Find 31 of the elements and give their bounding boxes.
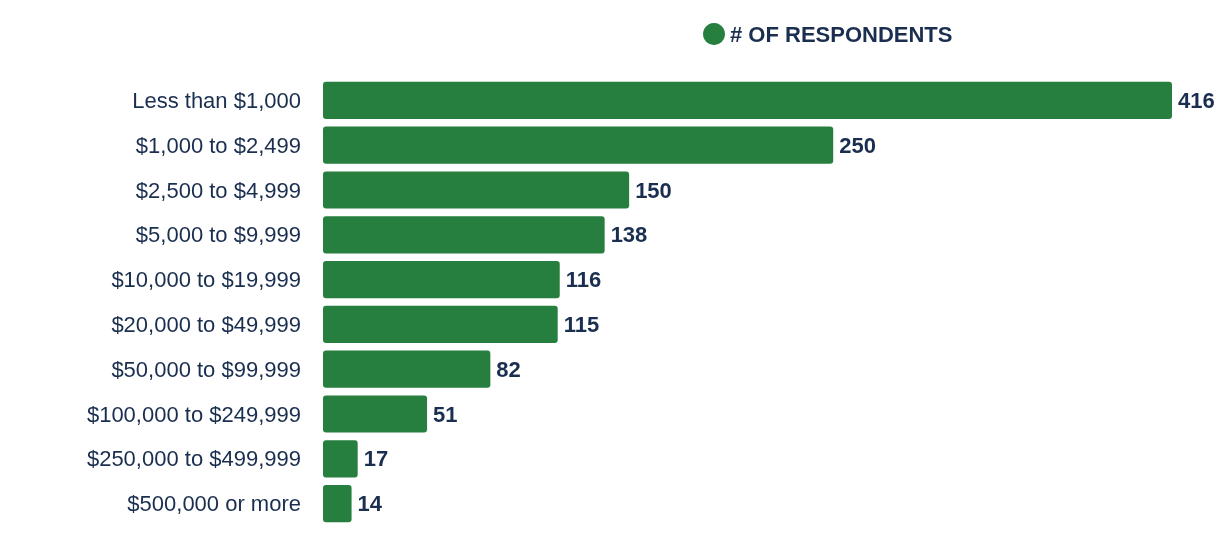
bar — [323, 126, 834, 164]
data-label: 82 — [496, 356, 521, 382]
bar — [323, 171, 630, 209]
y-tick-label: $500,000 or more — [127, 491, 301, 517]
data-label: 416 — [1178, 87, 1215, 113]
bar — [323, 395, 428, 433]
bar — [323, 261, 560, 299]
bar — [323, 81, 1172, 119]
y-tick-label: Less than $1,000 — [132, 87, 301, 113]
bar — [323, 350, 491, 388]
y-tick-label: $50,000 to $99,999 — [111, 356, 301, 382]
bar — [323, 216, 605, 254]
y-tick-label: $2,500 to $4,999 — [135, 177, 301, 203]
y-tick-label: $5,000 to $9,999 — [135, 222, 301, 248]
data-label: 17 — [363, 446, 389, 472]
data-label: 116 — [565, 267, 602, 293]
data-label: 115 — [563, 311, 600, 337]
y-tick-label: $1,000 to $2,499 — [135, 132, 301, 158]
data-label: 138 — [610, 222, 648, 248]
data-label: 250 — [839, 132, 876, 158]
y-tick-label: $250,000 to $499,999 — [86, 446, 301, 472]
legend-label: # OF RESPONDENTS — [730, 21, 953, 47]
data-label: 51 — [433, 401, 458, 427]
y-tick-label: $100,000 to $249,999 — [86, 401, 301, 427]
y-tick-label: $10,000 to $19,999 — [111, 267, 301, 293]
bar — [323, 440, 358, 478]
data-label: 150 — [635, 177, 672, 203]
bar — [323, 485, 352, 523]
data-label: 14 — [357, 491, 383, 517]
bar — [323, 305, 558, 343]
y-tick-label: $20,000 to $49,999 — [111, 311, 301, 337]
